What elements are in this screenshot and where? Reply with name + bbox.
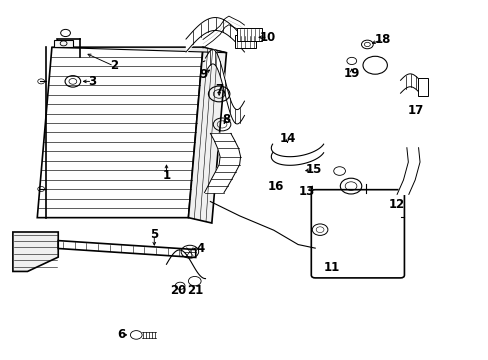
Text: 7: 7 xyxy=(215,83,223,96)
Polygon shape xyxy=(52,47,226,53)
Text: 14: 14 xyxy=(279,132,295,145)
Bar xyxy=(417,78,427,96)
Text: 1: 1 xyxy=(162,169,170,182)
Text: 3: 3 xyxy=(88,75,96,88)
Text: 21: 21 xyxy=(186,284,203,297)
Polygon shape xyxy=(58,240,195,257)
Text: 10: 10 xyxy=(259,31,275,44)
Text: 15: 15 xyxy=(305,163,321,176)
FancyBboxPatch shape xyxy=(311,190,404,278)
Text: 5: 5 xyxy=(150,228,158,241)
Text: 13: 13 xyxy=(298,185,314,198)
Text: 20: 20 xyxy=(170,284,186,297)
Bar xyxy=(237,28,261,41)
Text: 17: 17 xyxy=(407,104,424,117)
Text: 18: 18 xyxy=(374,33,390,46)
Bar xyxy=(54,40,73,46)
Polygon shape xyxy=(13,232,58,271)
Text: 11: 11 xyxy=(324,261,340,274)
Polygon shape xyxy=(204,134,240,193)
Text: 2: 2 xyxy=(109,59,118,72)
Text: 12: 12 xyxy=(387,198,404,211)
Text: 6: 6 xyxy=(117,328,125,341)
Text: 4: 4 xyxy=(196,242,204,255)
Text: 19: 19 xyxy=(343,67,359,80)
Polygon shape xyxy=(188,47,226,223)
Bar xyxy=(234,36,256,48)
Polygon shape xyxy=(396,148,419,194)
Text: 16: 16 xyxy=(267,180,284,193)
Text: 9: 9 xyxy=(199,68,207,81)
Text: 8: 8 xyxy=(222,113,230,126)
Polygon shape xyxy=(37,47,203,218)
